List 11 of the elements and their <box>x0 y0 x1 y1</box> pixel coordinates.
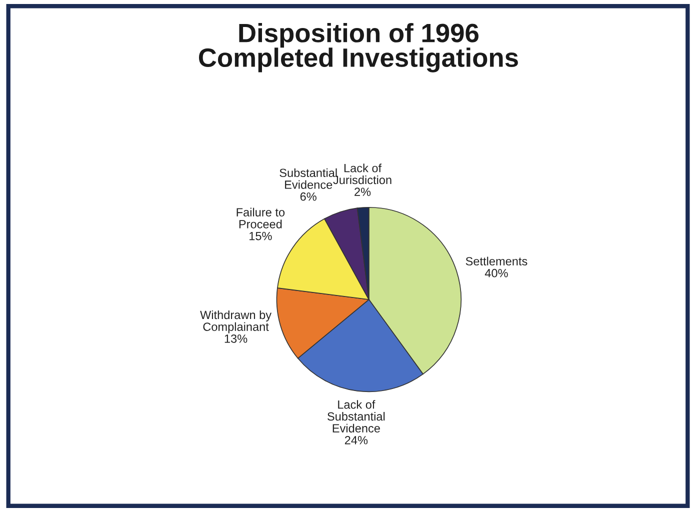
data-label: 24% <box>344 436 368 444</box>
data-label: 15% <box>250 232 272 240</box>
slice-label: Failure to Proceed <box>236 208 285 228</box>
slice-label: Settlements <box>466 256 528 266</box>
slice-label: Lack of Substantial Evidence <box>328 400 385 432</box>
data-label: 6% <box>300 192 316 201</box>
data-label: 13% <box>224 334 248 343</box>
slice-label: Withdrawn by Complainant <box>200 310 272 334</box>
chart-title: Disposition of 1996 Completed Investigations <box>198 23 518 72</box>
data-label: 40% <box>484 268 508 278</box>
data-label: 2% <box>354 188 371 196</box>
